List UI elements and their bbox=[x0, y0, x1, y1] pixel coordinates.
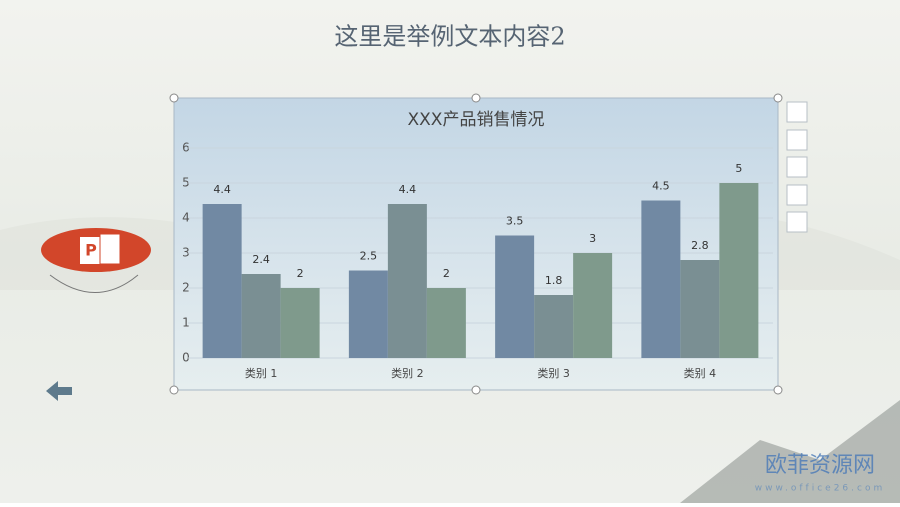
value-label: 5 bbox=[735, 162, 742, 175]
value-label: 1.8 bbox=[545, 274, 563, 287]
value-label: 3.5 bbox=[506, 215, 524, 228]
y-tick-label: 3 bbox=[182, 246, 190, 260]
back-arrow[interactable] bbox=[46, 381, 72, 401]
ppt-icon: P bbox=[41, 228, 151, 293]
x-tick-label: 类别 3 bbox=[537, 366, 570, 380]
rock bbox=[680, 400, 900, 503]
chart-elements-button[interactable] bbox=[786, 101, 808, 123]
bar bbox=[241, 274, 281, 358]
y-tick-label: 4 bbox=[182, 211, 190, 225]
x-tick-label: 类别 4 bbox=[684, 366, 717, 380]
value-label: 4.4 bbox=[213, 183, 231, 196]
value-label: 3 bbox=[589, 232, 596, 245]
chart-filter-button[interactable] bbox=[786, 156, 808, 178]
value-label: 2 bbox=[443, 267, 450, 280]
chart-tools bbox=[786, 101, 808, 233]
value-label: 2.8 bbox=[691, 239, 709, 252]
bar bbox=[202, 204, 242, 358]
y-tick-label: 1 bbox=[182, 316, 190, 330]
bar bbox=[719, 183, 759, 358]
x-tick-label: 类别 2 bbox=[391, 366, 424, 380]
bar bbox=[573, 253, 613, 358]
y-tick-label: 0 bbox=[182, 351, 190, 365]
value-label: 2.5 bbox=[360, 250, 378, 263]
bar bbox=[641, 200, 681, 358]
x-tick-label: 类别 1 bbox=[245, 366, 278, 380]
value-label: 4.4 bbox=[399, 183, 417, 196]
bar bbox=[426, 288, 466, 358]
y-tick-label: 6 bbox=[182, 141, 190, 155]
y-tick-label: 2 bbox=[182, 281, 190, 295]
watermark-url: www.office26.com bbox=[755, 484, 885, 494]
bar bbox=[387, 204, 427, 358]
bar bbox=[534, 295, 574, 358]
selection-handles bbox=[169, 93, 783, 395]
bar bbox=[495, 235, 535, 358]
bar bbox=[348, 270, 388, 358]
value-label: 4.5 bbox=[652, 180, 670, 193]
y-tick-label: 5 bbox=[182, 176, 190, 190]
value-label: 2 bbox=[297, 267, 304, 280]
chart-settings-button[interactable] bbox=[786, 184, 808, 206]
ppt-letter: P bbox=[85, 241, 97, 260]
bar bbox=[280, 288, 320, 358]
slide-title: 这里是举例文本内容2 bbox=[334, 23, 565, 51]
chart-ideas-button[interactable] bbox=[786, 211, 808, 233]
chart-styles-button[interactable] bbox=[786, 129, 808, 151]
bar bbox=[680, 260, 720, 358]
watermark-name: 欧菲资源网 bbox=[765, 453, 875, 478]
value-label: 2.4 bbox=[252, 253, 270, 266]
chart-title: XXX产品销售情况 bbox=[408, 110, 545, 130]
